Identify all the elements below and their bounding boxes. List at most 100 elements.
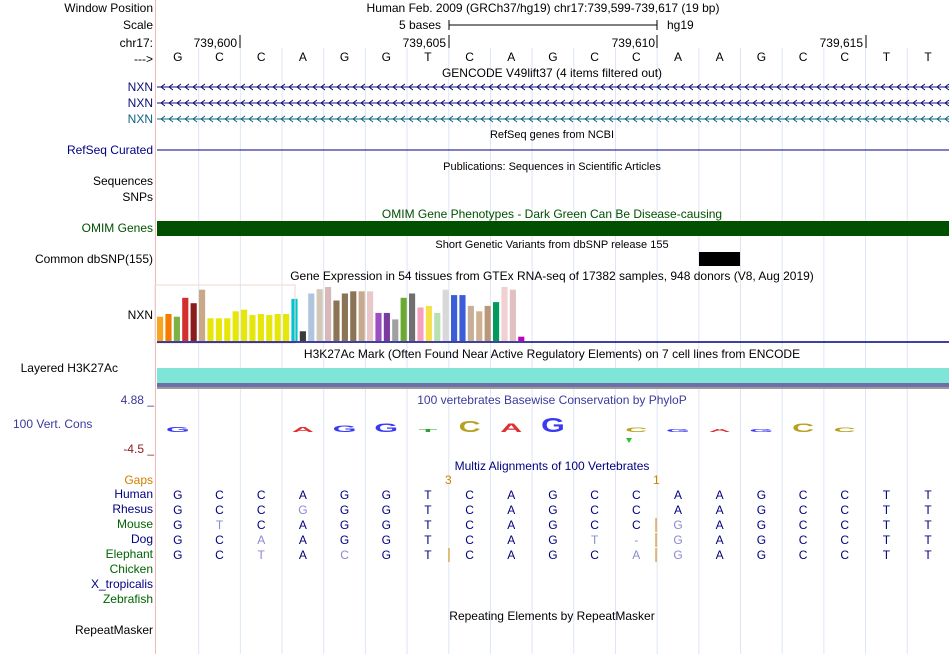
aligned-base: A xyxy=(299,518,307,532)
phylop-letter: C xyxy=(459,419,481,436)
gtex-bar xyxy=(509,289,516,341)
gtex-bar xyxy=(400,297,407,341)
aligned-base: C xyxy=(465,503,474,517)
gtex-bar xyxy=(409,293,416,341)
gtex-bar xyxy=(182,297,189,341)
aligned-base: C xyxy=(215,488,224,502)
gtex-bar xyxy=(232,311,239,341)
species-label[interactable]: Rhesus xyxy=(112,502,153,516)
gtex-bar xyxy=(442,289,449,341)
dbsnp-title: Short Genetic Variants from dbSNP releas… xyxy=(435,239,669,251)
base-letter: G xyxy=(382,50,391,64)
aligned-base: G xyxy=(382,533,391,547)
species-label[interactable]: X_tropicalis xyxy=(90,577,153,591)
aligned-base: G xyxy=(548,488,557,502)
aligned-base: G xyxy=(548,518,557,532)
gap-count: 1 xyxy=(653,473,660,487)
base-letter: C xyxy=(257,50,266,64)
aligned-base: G xyxy=(757,488,766,502)
aligned-base: C xyxy=(840,488,849,502)
sequences-label[interactable]: Sequences xyxy=(92,174,153,188)
gtex-bar xyxy=(518,336,525,341)
gtex-bar xyxy=(375,312,382,341)
phylop-min: -4.5 _ xyxy=(123,442,154,456)
species-label[interactable]: Chicken xyxy=(109,562,153,576)
gtex-bar xyxy=(199,289,206,341)
aligned-base: C xyxy=(840,503,849,517)
gtex-bar xyxy=(283,314,290,341)
aligned-base: T xyxy=(924,503,932,517)
base-letter: C xyxy=(840,50,849,64)
base-letter: G xyxy=(340,50,349,64)
h3k27ac-title: H3K27Ac Mark (Often Found Near Active Re… xyxy=(303,347,801,361)
phylop-letter: A xyxy=(292,425,314,433)
repeatmasker-label[interactable]: RepeatMasker xyxy=(74,623,153,637)
aligned-base: C xyxy=(215,503,224,517)
aligned-base: G xyxy=(340,518,349,532)
species-label[interactable]: Mouse xyxy=(116,517,153,531)
aligned-base: C xyxy=(590,518,599,532)
omim-genes-label[interactable]: OMIM Genes xyxy=(81,221,153,235)
gtex-bar xyxy=(367,291,374,341)
aligned-base: A xyxy=(632,548,640,562)
aligned-base: C xyxy=(840,548,849,562)
gtex-bar xyxy=(341,293,348,341)
assembly-position: Human Feb. 2009 (GRCh37/hg19) chr17:739,… xyxy=(366,1,720,15)
aligned-base: T xyxy=(424,488,432,502)
phylop-letter: A xyxy=(709,428,731,433)
gtex-bar xyxy=(165,314,172,341)
aligned-base: C xyxy=(215,533,224,547)
tick-label: 739,615 xyxy=(819,36,863,50)
gene-label-nxn[interactable]: NXN xyxy=(127,96,153,110)
h3k27ac-layer xyxy=(157,387,949,389)
omim-bar xyxy=(157,221,949,236)
phylop-label[interactable]: 100 Vert. Cons xyxy=(13,417,93,431)
gtex-bar xyxy=(257,314,264,341)
phylop-letter: T xyxy=(419,428,439,433)
phylop-letter: G xyxy=(333,424,357,434)
gene-label-nxn[interactable]: NXN xyxy=(127,112,153,126)
strand-label: ---> xyxy=(134,52,153,66)
gtex-bar xyxy=(493,302,500,341)
species-label[interactable]: Human xyxy=(114,487,153,501)
aligned-base: G xyxy=(173,518,182,532)
snps-label[interactable]: SNPs xyxy=(122,190,153,204)
scale-label: Scale xyxy=(122,18,153,32)
aligned-base: A xyxy=(257,533,265,547)
phylop-max: 4.88 _ xyxy=(120,393,154,407)
gaps-label[interactable]: Gaps xyxy=(124,473,153,487)
aligned-base: G xyxy=(757,533,766,547)
gene-label-nxn[interactable]: NXN xyxy=(127,80,153,94)
dbsnp-label[interactable]: Common dbSNP(155) xyxy=(34,252,153,266)
aligned-base: G xyxy=(673,518,682,532)
h3k27ac-label[interactable]: Layered H3K27Ac xyxy=(20,361,118,375)
aligned-base: A xyxy=(507,503,515,517)
aligned-base: T xyxy=(424,503,432,517)
multiz-title: Multiz Alignments of 100 Vertebrates xyxy=(454,459,650,473)
strand-arrows xyxy=(160,83,950,91)
aligned-base: A xyxy=(716,533,724,547)
aligned-base: A xyxy=(716,518,724,532)
species-label[interactable]: Dog xyxy=(130,532,153,546)
base-letter: T xyxy=(883,50,891,64)
gtex-gene-label[interactable]: NXN xyxy=(127,308,153,322)
gap-count: 3 xyxy=(445,473,452,487)
aligned-base: T xyxy=(591,533,599,547)
aligned-base: C xyxy=(799,548,808,562)
aligned-base: A xyxy=(507,548,515,562)
species-label[interactable]: Elephant xyxy=(105,547,153,561)
refseq-curated-label[interactable]: RefSeq Curated xyxy=(66,143,153,157)
aligned-base: T xyxy=(924,488,932,502)
aligned-base: C xyxy=(257,488,266,502)
gtex-bar xyxy=(299,331,306,341)
species-label[interactable]: Zebrafish xyxy=(102,592,153,606)
repeatmasker-title: Repeating Elements by RepeatMasker xyxy=(449,609,655,623)
gtex-bar xyxy=(476,311,483,341)
gtex-bar xyxy=(392,319,399,341)
gtex-bar xyxy=(425,305,432,341)
gencode-title: GENCODE V49lift37 (4 items filtered out) xyxy=(441,66,663,80)
aligned-base: T xyxy=(883,518,891,532)
base-letter: T xyxy=(424,50,432,64)
gtex-bar xyxy=(316,289,323,341)
